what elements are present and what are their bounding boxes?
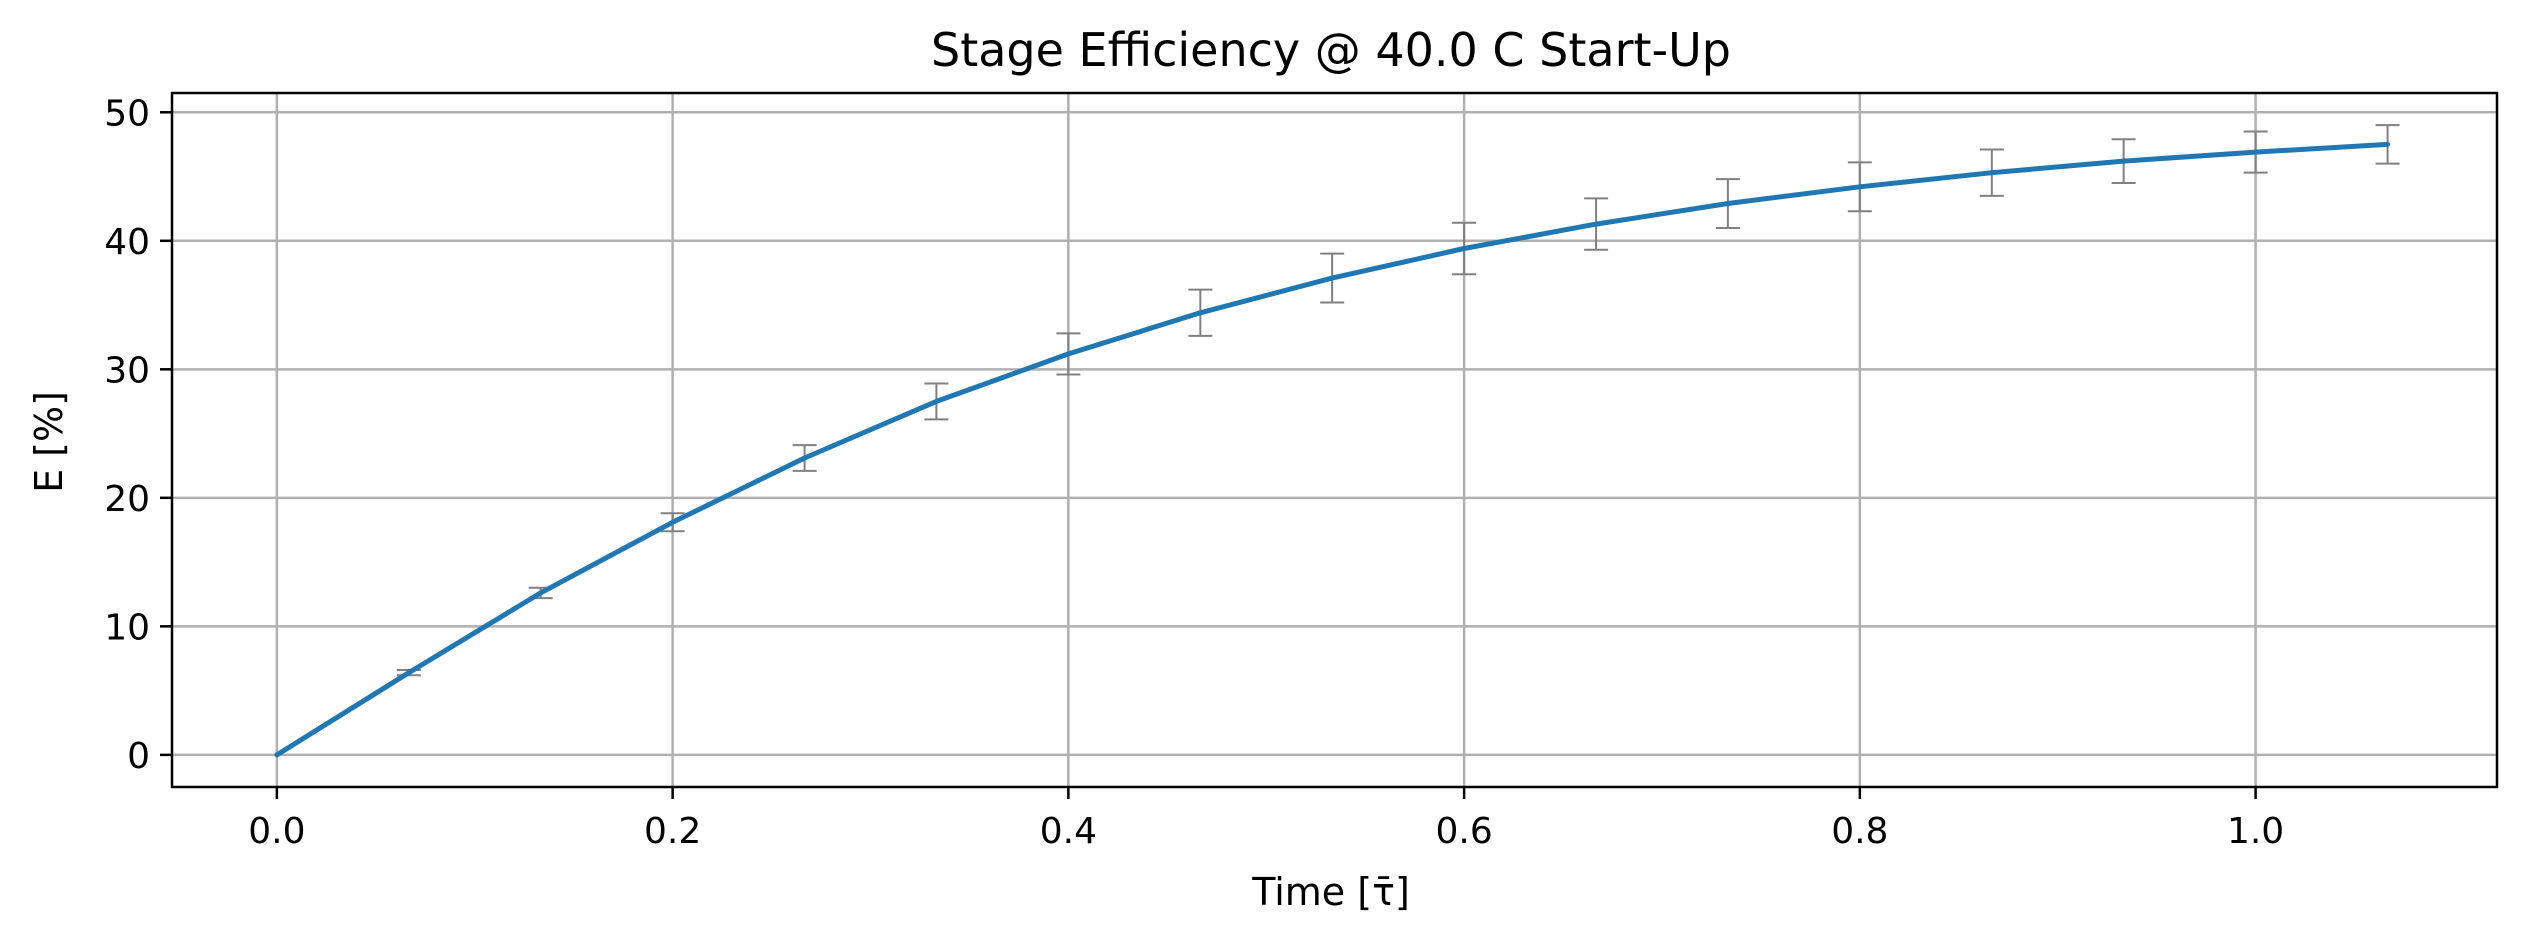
grid: [172, 93, 2497, 787]
ticks: 0.0 0.2 0.4 0.6 0.8 1.0 0 10 20 30 40 50: [104, 93, 2284, 852]
y-tick-label: 30: [104, 350, 150, 391]
plot-frame: [170, 91, 2499, 789]
y-tick-label: 50: [104, 93, 150, 134]
x-tick-label: 0.4: [1040, 811, 1097, 852]
series-line-0: [274, 141, 2391, 758]
chart-title: Stage Efficiency @ 40.0 C Start-Up: [931, 23, 1731, 77]
y-tick-label: 20: [104, 479, 150, 520]
y-axis-label: E [%]: [27, 391, 71, 493]
error-bars: [396, 124, 2400, 677]
x-axis-label: Time [τ̄]: [1251, 870, 1410, 914]
y-tick-label: 10: [104, 607, 150, 648]
x-tick-label: 0.8: [1831, 811, 1888, 852]
x-tick-label: 0.0: [248, 811, 305, 852]
y-tick-label: 0: [127, 736, 150, 777]
y-tick-label: 40: [104, 222, 150, 263]
x-tick-label: 0.6: [1435, 811, 1492, 852]
x-tick-label: 0.2: [644, 811, 701, 852]
x-tick-label: 1.0: [2227, 811, 2284, 852]
series-layer: [274, 141, 2391, 758]
